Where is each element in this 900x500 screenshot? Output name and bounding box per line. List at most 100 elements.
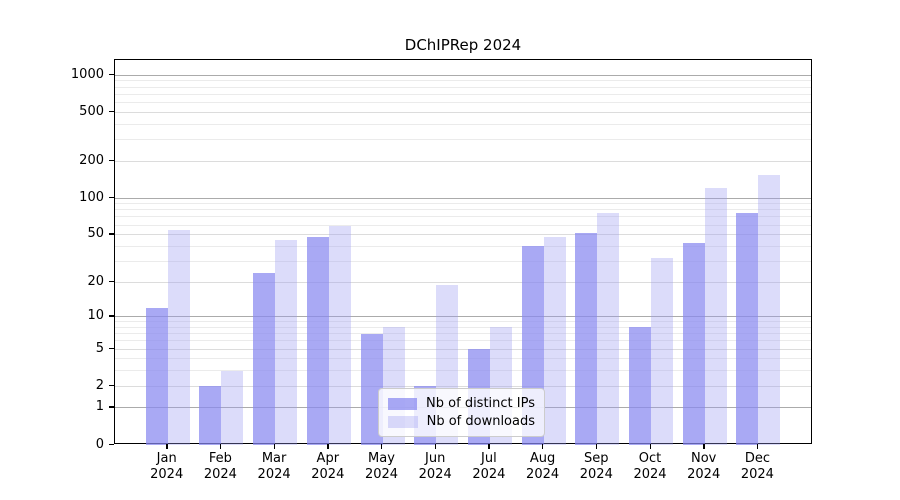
bar-mar-downloads: [275, 240, 298, 445]
gridline-800: [115, 86, 811, 88]
x-tick-mark-jul: [488, 444, 490, 449]
gridline-20: [115, 281, 811, 283]
bar-may-distinct-ips: [360, 333, 383, 445]
gridline-40: [115, 245, 811, 247]
y-tick-mark-5: [109, 347, 114, 350]
legend-item-distinct-ips: Nb of distinct IPs: [388, 396, 535, 411]
x-tick-label-mar: Mar 2024: [257, 451, 291, 482]
y-tick-mark-1000: [109, 73, 114, 76]
x-tick-mark-dec: [756, 444, 759, 449]
y-tick-mark-1: [109, 406, 114, 408]
bar-nov-distinct-ips: [682, 242, 705, 445]
y-tick-mark-20: [109, 280, 114, 282]
bar-apr-distinct-ips: [306, 236, 329, 445]
gridline-300: [115, 139, 811, 141]
gridline-10: [115, 316, 811, 318]
y-tick-label-200: 200: [79, 152, 104, 168]
x-tick-label-jan: Jan 2024: [150, 451, 184, 482]
y-tick-mark-200: [109, 159, 114, 162]
x-tick-label-nov: Nov 2024: [687, 451, 721, 482]
gridline-30: [115, 260, 811, 262]
y-tick-label-5: 5: [95, 340, 104, 356]
bar-jan-distinct-ips: [145, 307, 168, 445]
x-tick-label-feb: Feb 2024: [203, 451, 237, 482]
x-tick-mark-sep: [595, 444, 598, 449]
y-tick-label-2: 2: [95, 377, 104, 393]
y-tick-label-0: 0: [95, 436, 104, 452]
bar-nov-downloads: [704, 188, 727, 445]
y-tick-mark-10: [109, 315, 114, 317]
gridline-700: [115, 93, 811, 95]
legend-swatch-downloads: [388, 415, 418, 428]
x-tick-mark-jun: [434, 444, 437, 449]
y-tick-mark-100: [109, 196, 114, 198]
gridline-1000: [115, 74, 811, 76]
x-tick-label-sep: Sep 2024: [579, 451, 613, 482]
bar-feb-downloads: [221, 370, 244, 445]
x-tick-label-jun: Jun 2024: [418, 451, 452, 482]
gridline-50: [115, 234, 811, 236]
x-tick-mark-oct: [649, 444, 651, 449]
bar-apr-downloads: [328, 225, 351, 445]
gridline-70: [115, 216, 811, 218]
y-tick-mark-50: [109, 233, 114, 235]
legend-label-downloads: Nb of downloads: [426, 414, 535, 429]
bar-mar-distinct-ips: [253, 272, 276, 445]
gridline-80: [115, 209, 811, 211]
gridline-8: [115, 326, 811, 328]
y-tick-label-50: 50: [87, 226, 104, 242]
x-tick-mark-mar: [273, 444, 275, 449]
gridline-7: [115, 333, 811, 335]
x-tick-label-dec: Dec 2024: [740, 451, 774, 482]
plot-area: [114, 59, 812, 445]
y-tick-label-100: 100: [79, 189, 104, 205]
gridline-900: [115, 80, 811, 82]
y-tick-label-20: 20: [87, 273, 104, 289]
legend-swatch-distinct-ips: [388, 397, 418, 410]
legend-item-downloads: Nb of downloads: [388, 414, 535, 429]
y-tick-mark-0: [109, 443, 114, 445]
x-tick-mark-jan: [166, 444, 168, 449]
x-tick-mark-nov: [703, 444, 705, 449]
gridline-6: [115, 340, 811, 342]
bar-dec-downloads: [758, 174, 781, 445]
legend: Nb of distinct IPs Nb of downloads: [378, 388, 545, 437]
y-tick-mark-2: [109, 384, 114, 387]
gridline-90: [115, 203, 811, 205]
gridline-60: [115, 224, 811, 226]
x-tick-label-oct: Oct 2024: [633, 451, 667, 482]
y-tick-label-1: 1: [95, 399, 104, 415]
chart-title: DChIPRep 2024: [404, 36, 522, 54]
gridline-400: [115, 123, 811, 125]
x-tick-mark-aug: [542, 444, 544, 449]
bar-dec-distinct-ips: [736, 213, 759, 445]
y-tick-label-1000: 1000: [70, 66, 104, 82]
bar-aug-downloads: [543, 236, 566, 445]
x-tick-label-apr: Apr 2024: [311, 451, 345, 482]
x-tick-mark-feb: [219, 444, 222, 449]
gridline-9: [115, 321, 811, 323]
gridline-200: [115, 160, 811, 162]
gridline-600: [115, 102, 811, 104]
gridline-4: [115, 358, 811, 360]
gridline-500: [115, 111, 811, 113]
x-tick-label-aug: Aug 2024: [526, 451, 560, 482]
bar-feb-distinct-ips: [199, 386, 222, 445]
bar-sep-distinct-ips: [575, 232, 598, 445]
y-tick-label-10: 10: [87, 308, 104, 324]
x-tick-label-jul: Jul 2024: [472, 451, 506, 482]
y-tick-mark-500: [109, 110, 114, 113]
legend-label-distinct-ips: Nb of distinct IPs: [426, 396, 535, 411]
gridline-5: [115, 348, 811, 350]
bar-sep-downloads: [597, 213, 620, 445]
bar-oct-downloads: [651, 257, 673, 445]
x-tick-mark-apr: [327, 444, 329, 449]
bar-jan-downloads: [167, 229, 190, 445]
y-tick-label-500: 500: [79, 103, 104, 119]
gridline-3: [115, 370, 811, 372]
x-tick-mark-may: [381, 444, 383, 449]
x-tick-label-may: May 2024: [364, 451, 399, 482]
gridline-2: [115, 385, 811, 387]
gridline-100: [115, 197, 811, 199]
